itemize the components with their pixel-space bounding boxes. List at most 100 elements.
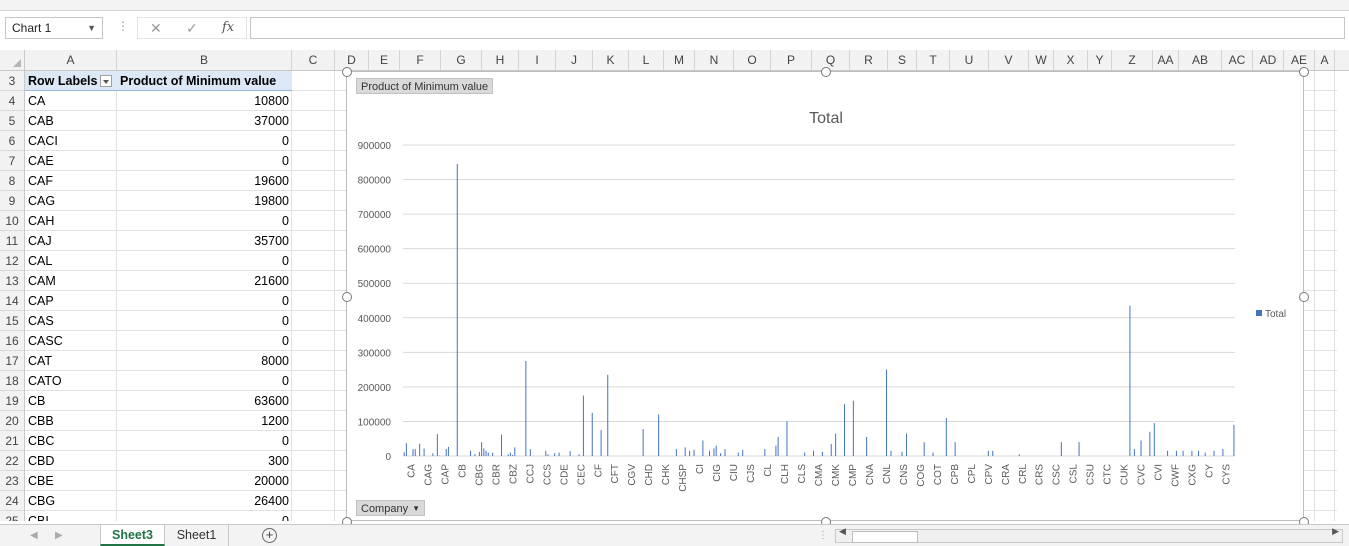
- value-cell[interactable]: 0: [117, 131, 292, 151]
- value-cell[interactable]: 0: [117, 311, 292, 331]
- row-header-24[interactable]: 24: [0, 491, 24, 511]
- row-label-cell[interactable]: CAG: [25, 191, 117, 211]
- column-header-b[interactable]: B: [117, 50, 292, 70]
- next-sheet-icon[interactable]: ▶: [55, 525, 63, 546]
- row-header-13[interactable]: 13: [0, 271, 24, 291]
- row-label-cell[interactable]: CAL: [25, 251, 117, 271]
- value-cell[interactable]: 0: [117, 211, 292, 231]
- row-label-cell[interactable]: CAF: [25, 171, 117, 191]
- column-header-c[interactable]: C: [292, 50, 335, 70]
- column-header-n[interactable]: N: [695, 50, 734, 70]
- value-cell[interactable]: 0: [117, 371, 292, 391]
- column-header-k[interactable]: K: [593, 50, 629, 70]
- drag-handle-icon[interactable]: ⋮: [818, 525, 828, 546]
- column-header-ad[interactable]: AD: [1253, 50, 1284, 70]
- check-icon[interactable]: ✓: [186, 20, 198, 37]
- row-label-cell[interactable]: CATO: [25, 371, 117, 391]
- row-label-cell[interactable]: CBB: [25, 411, 117, 431]
- row-header-9[interactable]: 9: [0, 191, 24, 211]
- add-sheet-icon[interactable]: +: [262, 528, 277, 543]
- resize-handle[interactable]: [1299, 292, 1309, 302]
- column-header-r[interactable]: R: [850, 50, 888, 70]
- row-label-cell[interactable]: CB: [25, 391, 117, 411]
- drag-handle-icon[interactable]: ⋮: [117, 19, 129, 33]
- value-cell[interactable]: 35700: [117, 231, 292, 251]
- row-label-cell[interactable]: CBC: [25, 431, 117, 451]
- resize-handle[interactable]: [342, 67, 352, 77]
- filter-dropdown-icon[interactable]: [100, 75, 112, 87]
- row-header-15[interactable]: 15: [0, 311, 24, 331]
- row-label-cell[interactable]: CAM: [25, 271, 117, 291]
- row-header-5[interactable]: 5: [0, 111, 24, 131]
- value-cell[interactable]: 20000: [117, 471, 292, 491]
- value-header[interactable]: Product of Minimum value: [117, 71, 292, 91]
- value-cell[interactable]: 8000: [117, 351, 292, 371]
- value-cell[interactable]: 37000: [117, 111, 292, 131]
- column-header-a[interactable]: A: [25, 50, 117, 70]
- name-box[interactable]: Chart 1 ▼: [5, 17, 103, 39]
- row-label-cell[interactable]: CAB: [25, 111, 117, 131]
- value-cell[interactable]: 26400: [117, 491, 292, 511]
- prev-sheet-icon[interactable]: ◀: [30, 525, 38, 546]
- resize-handle[interactable]: [821, 67, 831, 77]
- column-header-h[interactable]: H: [482, 50, 519, 70]
- value-cell[interactable]: 10800: [117, 91, 292, 111]
- select-all-button[interactable]: [0, 50, 25, 70]
- column-header-a[interactable]: A: [1315, 50, 1335, 70]
- tab-sheet1[interactable]: Sheet1: [165, 525, 229, 546]
- row-label-cell[interactable]: CBI: [25, 511, 117, 521]
- row-label-cell[interactable]: CACI: [25, 131, 117, 151]
- row-label-cell[interactable]: CASC: [25, 331, 117, 351]
- scroll-left-icon[interactable]: ◀: [839, 526, 846, 537]
- horizontal-scrollbar[interactable]: ◀ ▶: [835, 529, 1343, 543]
- vertical-scrollbar[interactable]: [1337, 71, 1349, 521]
- row-label-cell[interactable]: CAP: [25, 291, 117, 311]
- column-header-t[interactable]: T: [917, 50, 950, 70]
- column-header-z[interactable]: Z: [1112, 50, 1153, 70]
- value-cell[interactable]: 21600: [117, 271, 292, 291]
- row-labels-header[interactable]: Row Labels: [25, 71, 117, 91]
- row-label-cell[interactable]: CAJ: [25, 231, 117, 251]
- row-label-cell[interactable]: CAE: [25, 151, 117, 171]
- chevron-down-icon[interactable]: ▼: [87, 18, 96, 38]
- column-header-w[interactable]: W: [1029, 50, 1054, 70]
- value-cell[interactable]: 0: [117, 431, 292, 451]
- value-cell[interactable]: 0: [117, 331, 292, 351]
- row-label-cell[interactable]: CA: [25, 91, 117, 111]
- column-header-ab[interactable]: AB: [1179, 50, 1222, 70]
- column-header-ae[interactable]: AE: [1284, 50, 1315, 70]
- column-header-x[interactable]: X: [1054, 50, 1088, 70]
- axis-field-button[interactable]: Company ▼: [356, 500, 425, 516]
- row-header-23[interactable]: 23: [0, 471, 24, 491]
- row-header-21[interactable]: 21: [0, 431, 24, 451]
- column-header-p[interactable]: P: [771, 50, 812, 70]
- scroll-right-icon[interactable]: ▶: [1332, 526, 1339, 537]
- cancel-icon[interactable]: ✕: [150, 20, 162, 37]
- row-label-cell[interactable]: CAH: [25, 211, 117, 231]
- scroll-thumb[interactable]: [852, 531, 918, 543]
- value-cell[interactable]: 63600: [117, 391, 292, 411]
- row-header-22[interactable]: 22: [0, 451, 24, 471]
- column-header-u[interactable]: U: [950, 50, 989, 70]
- row-header-20[interactable]: 20: [0, 411, 24, 431]
- column-header-e[interactable]: E: [369, 50, 400, 70]
- column-header-y[interactable]: Y: [1088, 50, 1112, 70]
- row-label-cell[interactable]: CAS: [25, 311, 117, 331]
- value-cell[interactable]: 19800: [117, 191, 292, 211]
- column-header-f[interactable]: F: [400, 50, 441, 70]
- row-label-cell[interactable]: CAT: [25, 351, 117, 371]
- row-header-3[interactable]: 3: [0, 71, 24, 91]
- row-header-12[interactable]: 12: [0, 251, 24, 271]
- resize-handle[interactable]: [342, 292, 352, 302]
- row-header-6[interactable]: 6: [0, 131, 24, 151]
- column-header-aa[interactable]: AA: [1153, 50, 1179, 70]
- row-header-8[interactable]: 8: [0, 171, 24, 191]
- column-header-i[interactable]: I: [519, 50, 556, 70]
- row-header-19[interactable]: 19: [0, 391, 24, 411]
- chevron-down-icon[interactable]: ▼: [412, 501, 420, 517]
- value-cell[interactable]: 0: [117, 291, 292, 311]
- column-header-ac[interactable]: AC: [1222, 50, 1253, 70]
- row-label-cell[interactable]: CBD: [25, 451, 117, 471]
- value-cell[interactable]: 19600: [117, 171, 292, 191]
